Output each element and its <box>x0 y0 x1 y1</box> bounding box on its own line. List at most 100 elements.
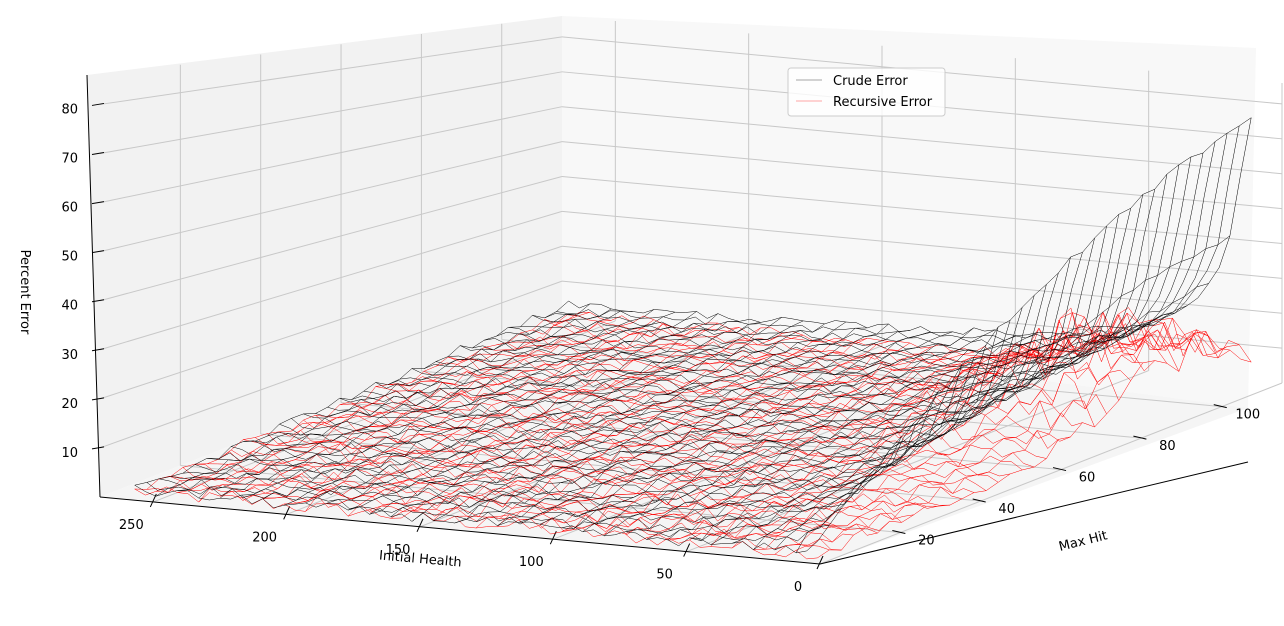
x-tick-label: 200 <box>252 530 277 545</box>
x-tick-mark <box>683 543 691 557</box>
recursive-error-line-health <box>582 352 1017 529</box>
z-tick-label: 30 <box>61 348 78 363</box>
left-pane <box>87 16 562 497</box>
x-tick-label: 0 <box>794 580 802 595</box>
crude-error-line-health <box>305 321 740 504</box>
z-tick-label: 20 <box>61 397 78 412</box>
recursive-error-line-health <box>603 351 1038 535</box>
recursive-error-line-health <box>817 337 1252 559</box>
gridline <box>340 402 1062 471</box>
gridline <box>99 210 563 351</box>
recursive-error-line-health <box>497 346 932 527</box>
z-tick-label: 80 <box>61 102 78 117</box>
crude-error-line-health <box>731 315 1167 544</box>
recursive-error-line-health <box>369 334 804 510</box>
gridline <box>561 106 1283 175</box>
z-axis: 10 20 30 40 50 60 70 80 <box>61 74 105 498</box>
back-pane <box>562 16 1256 408</box>
x-tick-mark <box>416 518 424 532</box>
crude-error-line-health <box>219 309 655 499</box>
crude-error-line-health <box>433 327 868 521</box>
recursive-error-line-health <box>305 327 740 512</box>
z-tick-label: 50 <box>61 250 78 265</box>
z-tick-label: 10 <box>61 446 78 461</box>
z-tick-label: 60 <box>61 201 78 216</box>
y-tick-label: 80 <box>1159 439 1176 454</box>
recursive-error-line-health <box>433 337 868 521</box>
gridline <box>561 210 1283 279</box>
gridline <box>819 382 1283 565</box>
x-tick-label: 50 <box>656 568 673 583</box>
z-tick-mark <box>91 397 105 401</box>
crude-error-line-health <box>283 313 719 506</box>
crude-error-line-health <box>369 320 804 515</box>
z-tick-mark <box>91 152 105 156</box>
y-axis-label: Max Hit <box>1057 528 1109 555</box>
x-tick-mark <box>549 530 557 545</box>
recursive-error-line-health <box>475 342 911 529</box>
z-ticks: 10 20 30 40 50 60 70 80 <box>61 102 105 461</box>
z-tick-mark <box>91 201 105 205</box>
gridline <box>99 175 563 302</box>
crude-error-line-health <box>518 331 953 523</box>
x-axis-label: Initial Health <box>378 548 462 570</box>
recursive-error-line-health <box>689 327 1124 541</box>
crude-error-line-health <box>817 117 1252 542</box>
crude-error-line-health <box>710 325 1145 545</box>
series-crude-error <box>134 117 1252 554</box>
recursive-error-line-health <box>347 333 783 517</box>
gridline <box>561 175 1283 244</box>
z-tick-mark <box>91 446 105 450</box>
z-tick-mark <box>91 250 105 254</box>
gridline <box>501 339 1222 408</box>
gridline <box>419 345 883 528</box>
z-tick-mark <box>91 348 105 352</box>
recursive-error-line-health <box>262 326 697 500</box>
y-tick-label: 60 <box>1079 471 1096 486</box>
crude-error-line-health <box>689 327 1124 542</box>
recursive-error-line-health <box>134 318 569 490</box>
gridline <box>99 141 563 253</box>
gridline <box>561 245 1283 314</box>
y-tick-mark <box>892 530 906 535</box>
recursive-error-line-health <box>667 335 1103 539</box>
x-tick-mark <box>283 506 291 520</box>
crude-error-line-health <box>134 300 569 486</box>
y-tick-mark <box>1052 467 1067 472</box>
recursive-error-line-health <box>219 319 655 497</box>
y-tick-mark <box>972 498 986 503</box>
y-axis: 20 40 60 80 100 <box>819 404 1260 565</box>
gridline <box>99 106 563 204</box>
gridline <box>153 320 616 503</box>
x-axis: 250 200 150 100 50 0 <box>99 493 824 595</box>
recursive-error-line-health <box>774 317 1209 555</box>
recursive-error-line-health <box>177 320 612 493</box>
crude-error-line-health <box>155 303 591 497</box>
gridline <box>99 245 563 400</box>
z-axis-label: Percent Error <box>17 250 32 335</box>
legend-label-crude: Crude Error <box>833 74 908 89</box>
y-tick-label: 100 <box>1235 408 1260 423</box>
y-tick-mark <box>1133 435 1147 440</box>
crude-error-line-health <box>475 330 910 522</box>
crude-error-line-health <box>454 323 889 524</box>
crude-error-line-health <box>561 329 996 530</box>
recursive-error-line-health <box>241 323 676 498</box>
x-tick-label: 250 <box>119 518 144 533</box>
crude-error-line-health <box>625 333 1060 532</box>
crude-error-line-health <box>582 335 1017 533</box>
z-tick-mark <box>91 299 105 303</box>
crude-error-line-health <box>241 311 676 496</box>
legend-label-recursive: Recursive Error <box>833 95 933 110</box>
x-ticks: 250 200 150 100 50 0 <box>119 493 824 595</box>
crude-error-line-health <box>326 322 761 504</box>
recursive-error-line-health <box>561 355 996 533</box>
y-tick-label: 40 <box>998 502 1015 517</box>
gridline <box>561 141 1283 210</box>
gridline <box>286 332 749 515</box>
crude-error-line-health <box>753 305 1188 550</box>
crude-error-line-health <box>603 332 1039 537</box>
gridline <box>561 280 1283 349</box>
crude-error-line-health <box>262 311 697 499</box>
